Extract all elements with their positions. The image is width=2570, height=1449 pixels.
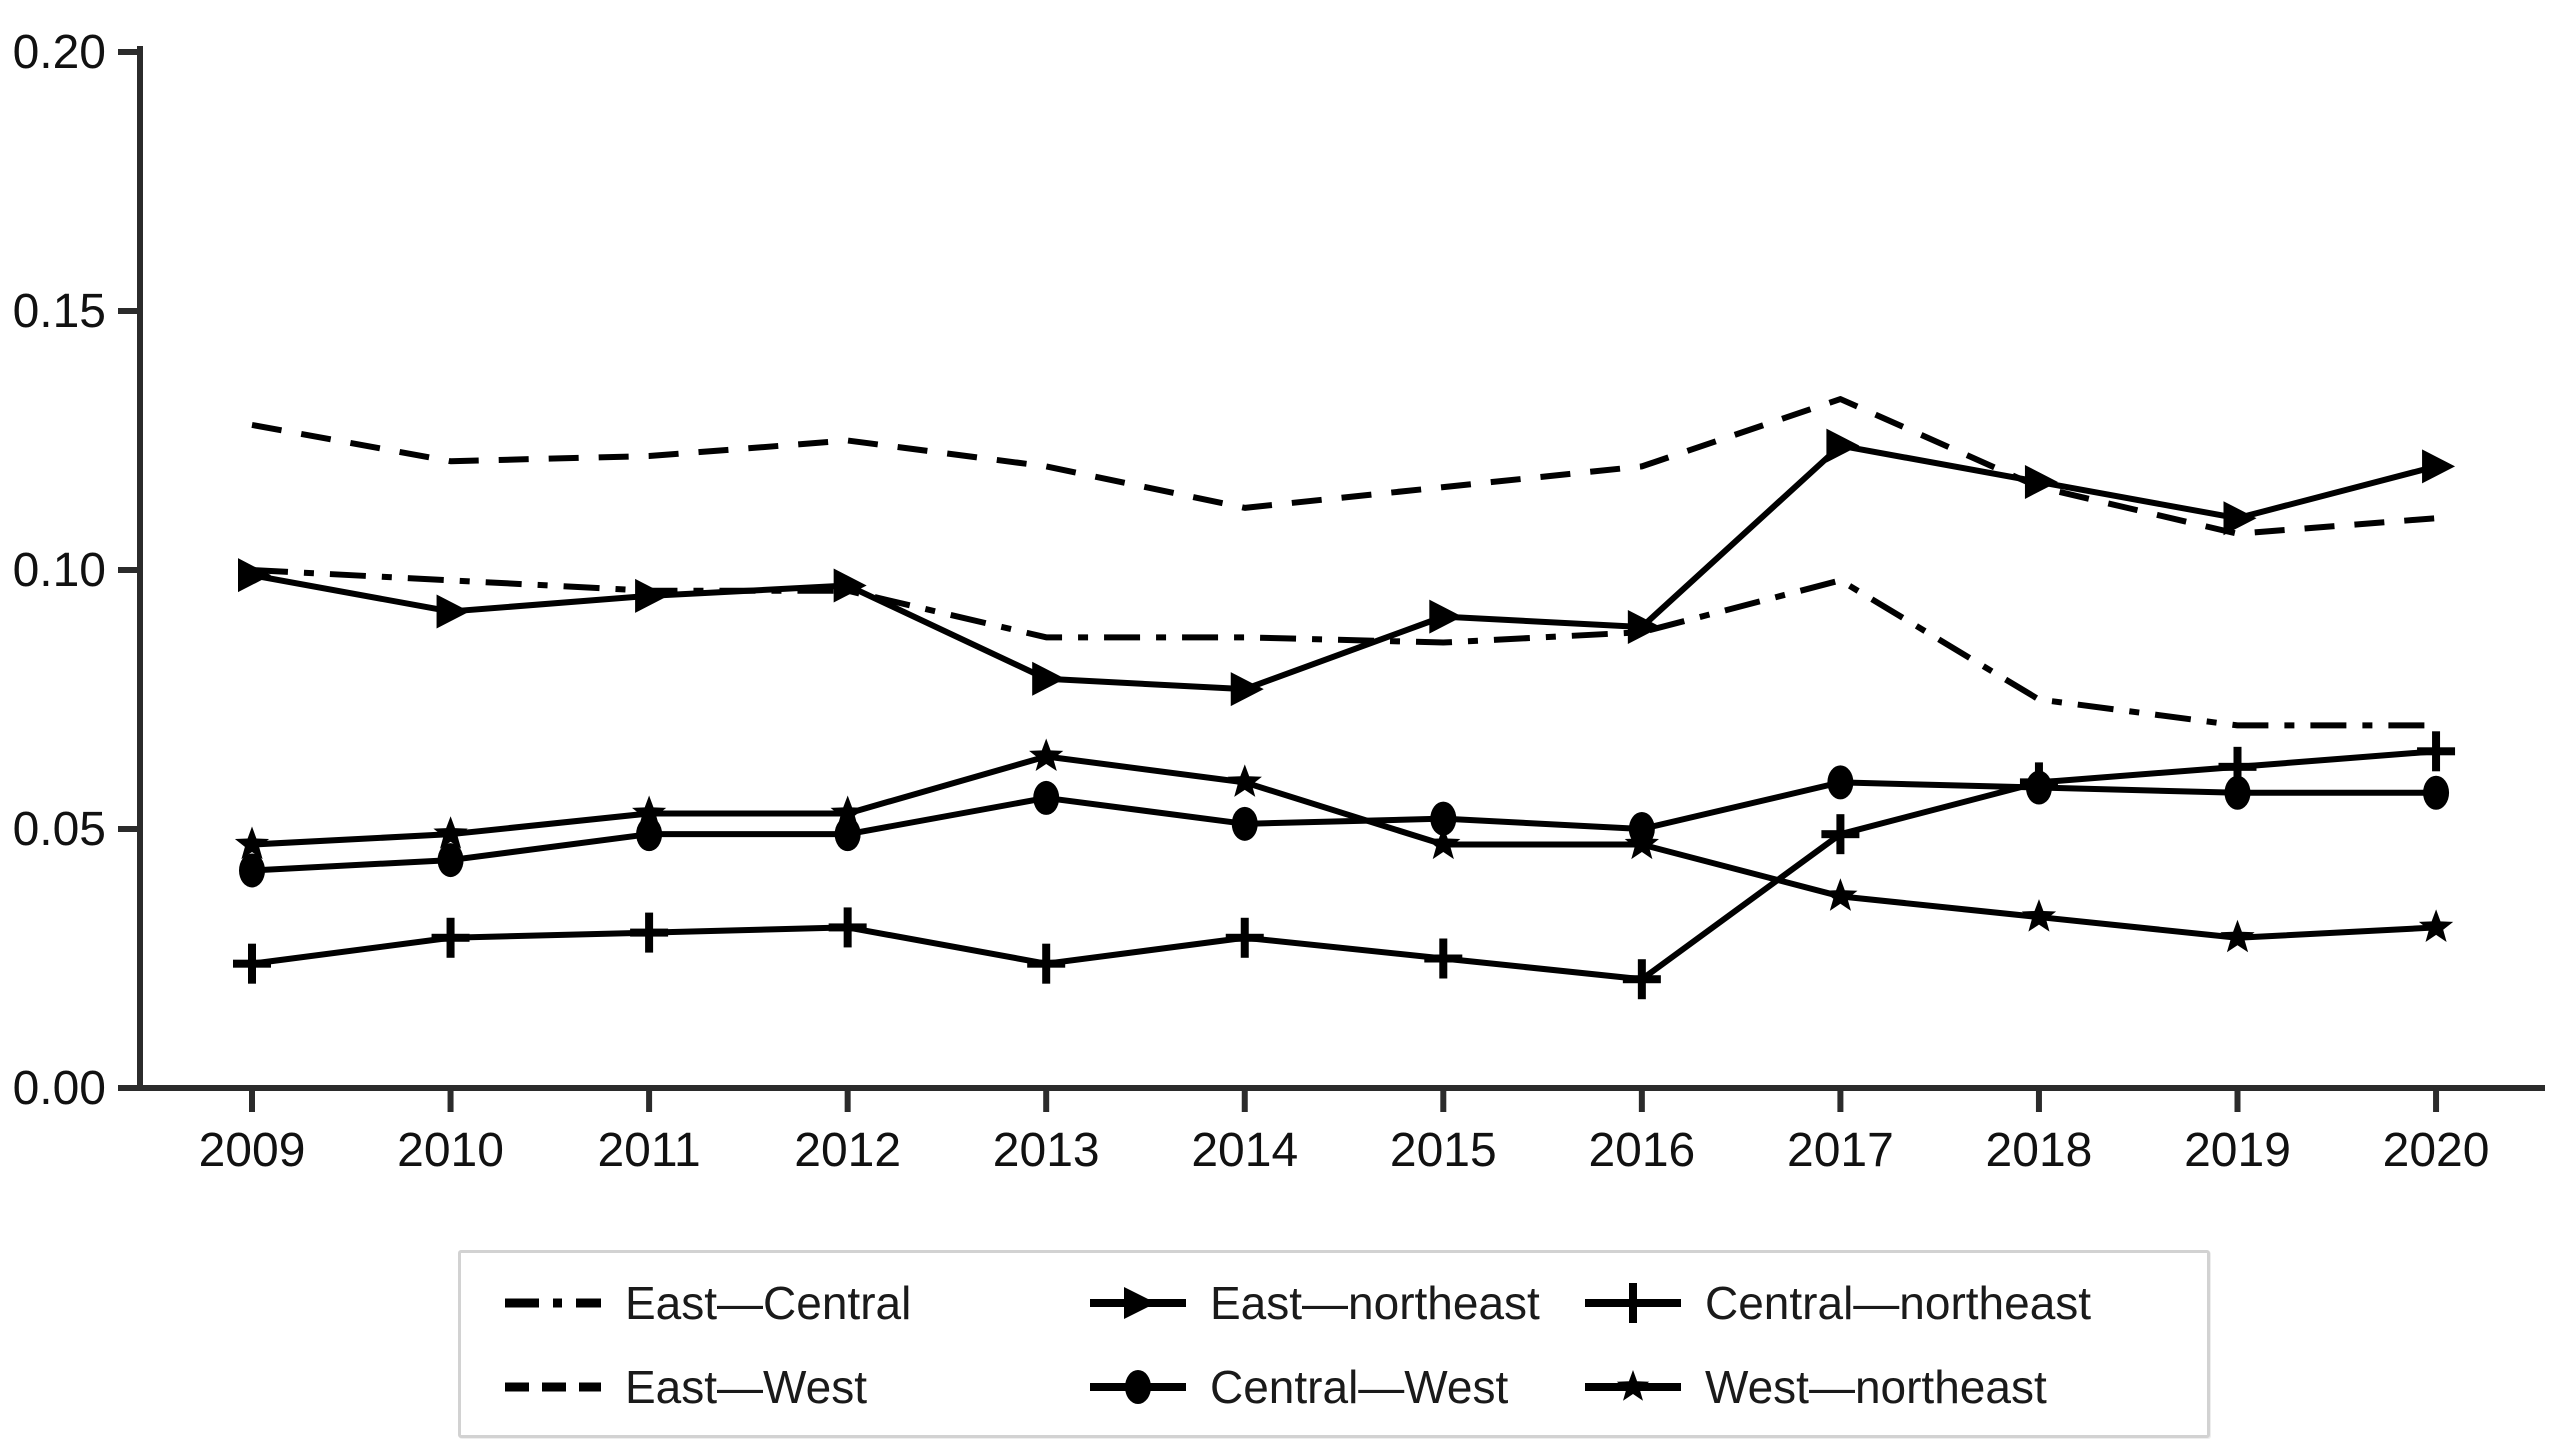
plus-marker [1225, 933, 1264, 942]
circle-marker [1430, 801, 1457, 836]
circle-marker [1033, 780, 1060, 815]
triangle-marker [2422, 449, 2456, 484]
star-marker [1624, 826, 1659, 860]
y-tick-label: 0.10 [13, 544, 106, 597]
x-tick-label: 2012 [794, 1124, 901, 1177]
circle-marker [2423, 775, 2450, 810]
legend-item-east-west: East—West [505, 1349, 911, 1425]
triangle-marker [1826, 428, 1860, 463]
chart-legend: East—Central East—West East—northeast [458, 1250, 2210, 1438]
legend-item-west-northeast: West—northeast [1585, 1349, 2091, 1425]
x-tick-label: 2019 [2184, 1124, 2291, 1177]
x-tick-label: 2014 [1191, 1124, 1298, 1177]
y-tick-label: 0.20 [13, 26, 106, 79]
triangle-marker [238, 558, 271, 593]
legend-item-central-northeast: Central—northeast [1585, 1265, 2091, 1341]
x-tick-label: 2018 [1986, 1124, 2093, 1177]
x-tick-label: 2013 [993, 1124, 1100, 1177]
plus-marker [431, 933, 470, 942]
x-tick-label: 2011 [597, 1124, 700, 1177]
star-marker [1823, 878, 1858, 911]
star-marker [2418, 909, 2454, 942]
legend-label: East—West [625, 1361, 867, 1413]
series-line-east-central [251, 567, 2437, 729]
circle-marker [1827, 765, 1854, 800]
plus-marker [2417, 747, 2456, 756]
legend-label: Central—northeast [1705, 1277, 2092, 1329]
triangle-marker [1230, 672, 1264, 707]
star-marker [632, 795, 667, 828]
circle-marker [1231, 806, 1258, 841]
series-line-west-northeast [251, 753, 2437, 941]
dash-dot-line-sample-icon [505, 1298, 601, 1308]
triangle-marker-line-sample-icon [1090, 1287, 1186, 1319]
x-tick-label: 2020 [2383, 1124, 2490, 1177]
legend-item-east-central: East—Central [505, 1265, 911, 1341]
legend-label: East—Central [625, 1277, 912, 1329]
legend-item-east-northeast: East—northeast [1090, 1265, 1540, 1341]
star-marker [1227, 764, 1262, 797]
plus-marker [2019, 778, 2058, 787]
plus-marker [828, 923, 867, 932]
star-marker [2220, 919, 2255, 953]
x-tick-label: 2017 [1787, 1124, 1894, 1177]
y-tick-label: 0.15 [13, 285, 106, 338]
dashed-line-sample-icon [505, 1382, 601, 1392]
plus-marker [233, 959, 271, 968]
triangle-marker [2024, 464, 2058, 499]
legend-label: East—northeast [1210, 1277, 1540, 1329]
circle-marker [636, 817, 663, 852]
x-tick-label: 2009 [199, 1124, 306, 1177]
legend-label: Central—West [1210, 1361, 1509, 1413]
circle-marker [437, 843, 464, 878]
plus-marker [630, 928, 669, 937]
series-line-central-west [251, 779, 2437, 874]
circle-marker-line-sample-icon [1090, 1370, 1186, 1404]
star-marker [433, 816, 468, 849]
plus-marker [1622, 975, 1661, 984]
plus-marker [1821, 830, 1860, 839]
triangle-marker [833, 568, 867, 603]
y-tick-label: 0.00 [13, 1062, 106, 1115]
legend-column-3: Central—northeast West—northeast [1585, 1265, 2091, 1425]
x-tick-label: 2016 [1588, 1124, 1695, 1177]
plus-marker-line-sample-icon [1585, 1283, 1681, 1323]
x-tick-label: 2010 [397, 1124, 504, 1177]
series-line-east-west [251, 396, 2437, 537]
legend-item-central-west: Central—West [1090, 1349, 1540, 1425]
star-marker [234, 826, 270, 860]
star-marker [1029, 738, 1064, 771]
plus-marker [1027, 959, 1066, 968]
star-marker [830, 795, 865, 828]
star-marker [1426, 826, 1461, 860]
series-line-central-northeast [251, 748, 2437, 983]
triangle-marker [436, 594, 470, 629]
star-marker-line-sample-icon [1585, 1370, 1681, 1401]
triangle-marker [2223, 501, 2257, 536]
star-marker [2021, 899, 2057, 932]
triangle-marker [1032, 661, 1066, 696]
triangle-marker [635, 578, 669, 613]
circle-marker [239, 853, 265, 888]
triangle-marker [1429, 599, 1463, 634]
x-tick-label: 2015 [1390, 1124, 1497, 1177]
y-tick-label: 0.05 [13, 803, 106, 856]
plus-marker [1424, 954, 1463, 963]
circle-marker [834, 817, 861, 852]
legend-column-1: East—Central East—West [505, 1265, 911, 1425]
legend-column-2: East—northeast Central—West [1090, 1265, 1540, 1425]
triangle-marker [1627, 609, 1661, 644]
plus-marker [2218, 762, 2257, 771]
legend-label: West—northeast [1705, 1361, 2047, 1413]
series-line-east-northeast [251, 442, 2437, 693]
circle-marker [2224, 775, 2251, 810]
